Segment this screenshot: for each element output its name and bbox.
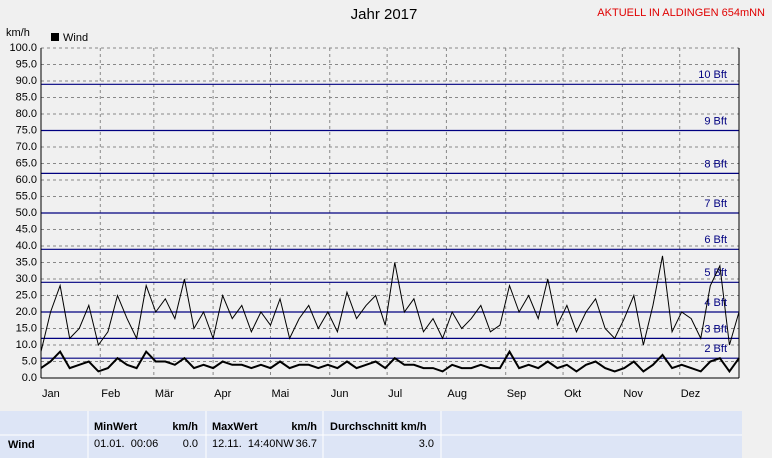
beaufort-label: 3 Bft [704,323,727,335]
y-tick-label: 20.0 [16,306,37,318]
x-tick-label: Sep [507,388,527,400]
x-tick-label: Dez [681,388,701,400]
x-tick-label: Aug [447,388,467,400]
data-line [40,349,740,374]
y-tick-label: 60.0 [16,174,37,186]
y-tick-label: 50.0 [16,207,37,219]
y-tick-label: 35.0 [16,256,37,268]
table-cell: 0.0 [183,438,198,450]
x-tick-label: Jun [331,388,349,400]
y-tick-label: 45.0 [16,223,37,235]
beaufort-label: 4 Bft [704,297,727,309]
y-tick-label: 5.0 [22,355,37,367]
y-tick-label: 65.0 [16,157,37,169]
legend-label: Wind [63,32,88,44]
table-header: MinWert [94,421,138,433]
y-tick-label: 10.0 [16,339,37,351]
table-cell: 12.11. 14:40NW [212,438,294,450]
table-header: km/h [172,421,198,433]
y-tick-label: 15.0 [16,322,37,334]
y-tick-label: 80.0 [16,108,37,120]
beaufort-label: 5 Bft [704,267,727,279]
y-tick-label: 70.0 [16,141,37,153]
y-tick-label: 55.0 [16,190,37,202]
table-cell: 36.7 [296,438,317,450]
y-tick-label: 25.0 [16,289,37,301]
x-tick-label: Nov [623,388,643,400]
chart-background [0,0,772,410]
chart-title: Jahr 2017 [351,6,418,23]
table-row-label: Wind [8,439,35,451]
x-tick-label: Apr [214,388,231,400]
table-cell: 3.0 [419,438,434,450]
y-axis-label: km/h [6,27,30,39]
beaufort-label: 8 Bft [704,158,727,170]
beaufort-label: 2 Bft [704,343,727,355]
beaufort-label: 6 Bft [704,234,727,246]
table-header: km/h [291,421,317,433]
beaufort-label: 7 Bft [704,198,727,210]
y-tick-label: 95.0 [16,58,37,70]
y-tick-label: 30.0 [16,273,37,285]
x-tick-label: Jan [42,388,60,400]
y-tick-label: 85.0 [16,91,37,103]
y-tick-label: 100.0 [9,42,37,54]
data-line [40,255,740,352]
x-tick-label: Feb [101,388,120,400]
y-tick-label: 90.0 [16,75,37,87]
x-tick-label: Jul [388,388,402,400]
table-cell: 01.01. 00:06 [94,438,158,450]
station-label: AKTUELL IN ALDINGEN 654mNN [597,7,765,19]
beaufort-label: 9 Bft [704,115,727,127]
x-tick-label: Okt [564,388,581,400]
y-tick-label: 40.0 [16,240,37,252]
legend-swatch [51,33,59,41]
table: MinWert km/h MaxWert km/h Durchschnitt k… [0,411,742,458]
y-tick-label: 0.0 [22,372,37,384]
y-tick-label: 75.0 [16,124,37,136]
beaufort-label: 10 Bft [698,69,727,81]
x-tick-label: Mai [271,388,289,400]
table-header: MaxWert [212,421,258,433]
x-tick-label: Mär [155,388,174,400]
table-header: Durchschnitt km/h [330,421,427,433]
